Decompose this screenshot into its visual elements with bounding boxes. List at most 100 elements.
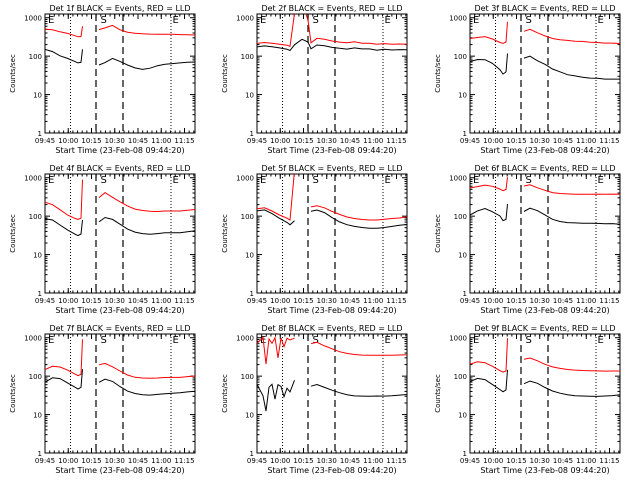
y-axis-label: Counts/sec (9, 214, 17, 253)
interval-marker-label: E (473, 15, 479, 26)
y-tick-label: 10 (33, 92, 42, 100)
x-tick-label: 09:45 (247, 457, 267, 465)
y-tick-label: 10 (245, 252, 254, 260)
plot-5: Det 5f BLACK = Events, RED = LLD 1 10 100 10… (221, 164, 408, 315)
lld-series-line (45, 179, 195, 220)
x-axis-label: Start Time (23-Feb-08 09:44:20) (55, 146, 184, 155)
x-tick-label: 11:15 (174, 297, 194, 305)
x-tick-label: 10:45 (340, 137, 360, 145)
events-series-line (257, 380, 407, 412)
x-tick-label: 10:30 (317, 457, 337, 465)
events-series-line (45, 216, 195, 237)
y-tick-label: 1000 (449, 335, 467, 343)
x-tick-label: 11:15 (386, 297, 406, 305)
lld-series-line (45, 24, 195, 38)
plot-frame (44, 173, 196, 294)
x-tick-label: 10:30 (530, 457, 550, 465)
x-tick-label: 10:30 (530, 137, 550, 145)
x-tick-label: 11:00 (576, 457, 596, 465)
x-tick-label: 10:45 (128, 297, 148, 305)
y-tick-label: 100 (241, 373, 254, 381)
x-tick-label: 11:00 (151, 137, 171, 145)
y-tick-label: 1 (463, 450, 467, 458)
interval-marker-label: E (385, 175, 391, 186)
y-tick-label: 10 (458, 412, 467, 420)
interval-marker-label: E (173, 335, 179, 346)
x-axis-label: Start Time (23-Feb-08 09:44:20) (267, 146, 396, 155)
interval-marker-label: E (48, 15, 54, 26)
x-tick-label: 11:15 (599, 137, 619, 145)
events-series-line (45, 369, 195, 396)
x-tick-label: 09:45 (460, 457, 480, 465)
lld-series-line (470, 177, 620, 195)
x-tick-label: 09:45 (35, 457, 55, 465)
y-tick-label: 100 (29, 213, 42, 221)
x-tick-label: 11:00 (576, 297, 596, 305)
interval-marker-label: E (260, 15, 266, 26)
y-tick-label: 1 (38, 450, 42, 458)
x-tick-label: 11:00 (151, 457, 171, 465)
interval-marker-label: E (385, 15, 391, 26)
plot-6: Det 6f BLACK = Events, RED = LLD 1 10 100 10… (434, 164, 621, 315)
x-tick-label: 10:30 (105, 457, 125, 465)
x-tick-label: 11:15 (174, 137, 194, 145)
interval-marker-label: S (526, 175, 532, 186)
plot-title: Det 8f BLACK = Events, RED = LLD (261, 324, 402, 333)
x-axis-label: Start Time (23-Feb-08 09:44:20) (480, 146, 609, 155)
plot-frame (44, 13, 196, 134)
plot-1: Det 1f BLACK = Events, RED = LLD 1 10 100 10… (9, 4, 196, 155)
x-tick-label: 10:30 (105, 297, 125, 305)
interval-marker-label: S (101, 335, 107, 346)
y-tick-label: 10 (245, 92, 254, 100)
interval-marker-label: E (598, 175, 604, 186)
y-axis-label: Counts/sec (434, 374, 442, 413)
interval-marker-label: E (48, 175, 54, 186)
interval-marker-label: E (260, 175, 266, 186)
x-tick-label: 10:00 (483, 457, 503, 465)
interval-marker-label: E (598, 15, 604, 26)
x-tick-label: 10:00 (483, 297, 503, 305)
plot-frame (256, 13, 408, 134)
lld-series-line (257, 336, 407, 365)
y-tick-label: 100 (454, 213, 467, 221)
plot-3: Det 3f BLACK = Events, RED = LLD 1 10 100 10… (434, 4, 621, 155)
interval-marker-label: S (526, 335, 532, 346)
lld-series-line (470, 338, 620, 373)
plot-2: Det 2f BLACK = Events, RED = LLD 1 10 100 10… (221, 4, 408, 155)
x-tick-label: 10:15 (81, 137, 101, 145)
x-tick-label: 09:45 (460, 297, 480, 305)
lld-series-line (257, 174, 407, 221)
y-tick-label: 100 (29, 53, 42, 61)
x-axis-label: Start Time (23-Feb-08 09:44:20) (267, 306, 396, 315)
x-tick-label: 10:45 (553, 297, 573, 305)
x-tick-label: 11:15 (599, 457, 619, 465)
x-tick-label: 10:15 (506, 137, 526, 145)
x-tick-label: 10:45 (128, 457, 148, 465)
x-tick-label: 11:15 (386, 457, 406, 465)
y-axis-label: Counts/sec (221, 54, 229, 93)
x-axis-label: Start Time (23-Feb-08 09:44:20) (480, 306, 609, 315)
y-tick-label: 100 (29, 373, 42, 381)
y-tick-label: 1000 (236, 335, 254, 343)
plot-frame (469, 13, 621, 134)
x-tick-label: 09:45 (247, 297, 267, 305)
x-tick-label: 10:45 (553, 457, 573, 465)
x-tick-label: 11:15 (599, 297, 619, 305)
events-series-line (257, 38, 407, 52)
y-tick-label: 100 (241, 53, 254, 61)
y-tick-label: 10 (33, 412, 42, 420)
x-tick-label: 10:30 (317, 137, 337, 145)
interval-marker-label: E (385, 335, 391, 346)
y-tick-label: 1000 (449, 15, 467, 23)
y-tick-label: 10 (458, 252, 467, 260)
plot-frame (256, 173, 408, 294)
lld-series-line (45, 339, 195, 379)
interval-marker-label: S (101, 15, 107, 26)
y-tick-label: 1 (463, 290, 467, 298)
lld-series-line (257, 14, 407, 47)
y-axis-label: Counts/sec (221, 214, 229, 253)
x-tick-label: 10:15 (293, 297, 313, 305)
x-tick-label: 09:45 (35, 297, 55, 305)
x-tick-label: 10:45 (340, 457, 360, 465)
interval-marker-label: S (101, 175, 107, 186)
